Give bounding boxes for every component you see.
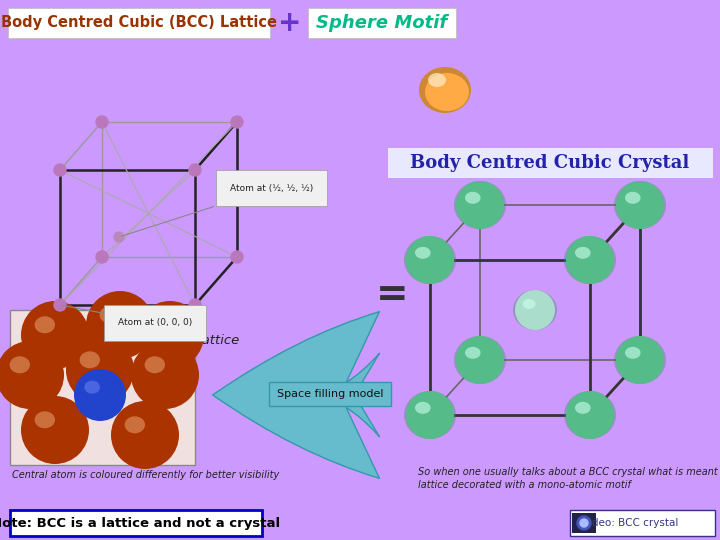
FancyBboxPatch shape [8,8,270,38]
Ellipse shape [625,192,641,204]
Ellipse shape [566,391,614,439]
FancyBboxPatch shape [10,510,262,536]
Text: Video: BCC crystal: Video: BCC crystal [582,518,678,528]
Ellipse shape [614,181,666,229]
Ellipse shape [66,336,134,404]
Ellipse shape [74,369,126,421]
Ellipse shape [616,181,664,229]
Ellipse shape [125,416,145,433]
FancyBboxPatch shape [10,310,195,465]
Ellipse shape [456,336,504,384]
Ellipse shape [415,247,431,259]
Text: lattice decorated with a mono-atomic motif: lattice decorated with a mono-atomic mot… [418,480,631,490]
Ellipse shape [515,290,555,330]
Ellipse shape [454,181,506,229]
Circle shape [577,516,591,530]
Circle shape [114,232,124,242]
Ellipse shape [465,347,481,359]
Ellipse shape [616,336,664,384]
Text: Body Centred Cubic (BCC) Lattice: Body Centred Cubic (BCC) Lattice [1,16,277,30]
Circle shape [231,251,243,263]
Text: So when one usually talks about a BCC crystal what is meant is a BCC: So when one usually talks about a BCC cr… [418,467,720,477]
Ellipse shape [0,341,64,409]
Text: Note: BCC is a lattice and not a crystal: Note: BCC is a lattice and not a crystal [0,516,281,530]
Text: Central atom is coloured differently for better visibility: Central atom is coloured differently for… [12,470,279,480]
Ellipse shape [406,236,454,284]
Ellipse shape [614,336,666,384]
Text: +: + [279,9,302,37]
Text: =: = [376,276,408,314]
Circle shape [189,299,201,311]
Ellipse shape [575,402,590,414]
Circle shape [231,116,243,128]
Circle shape [580,519,588,527]
FancyBboxPatch shape [570,510,715,536]
Ellipse shape [84,381,100,394]
FancyBboxPatch shape [388,148,713,178]
Ellipse shape [415,402,431,414]
Ellipse shape [566,236,614,284]
Ellipse shape [575,247,590,259]
Text: Atom at (½, ½, ½): Atom at (½, ½, ½) [122,184,313,236]
FancyBboxPatch shape [572,513,596,533]
Ellipse shape [131,341,199,409]
Text: Unit cell of the BCC lattice: Unit cell of the BCC lattice [65,334,239,347]
FancyBboxPatch shape [308,8,456,38]
Ellipse shape [564,391,616,439]
Circle shape [96,116,108,128]
Ellipse shape [523,299,536,309]
Ellipse shape [465,192,481,204]
Ellipse shape [404,391,456,439]
Text: Atom at (0, 0, 0): Atom at (0, 0, 0) [63,306,192,327]
Ellipse shape [111,401,179,469]
Text: Sphere Motif: Sphere Motif [316,14,448,32]
Text: Body Centred Cubic Crystal: Body Centred Cubic Crystal [410,154,690,172]
Circle shape [54,164,66,176]
Circle shape [189,164,201,176]
Ellipse shape [454,336,506,384]
Ellipse shape [513,290,557,330]
Ellipse shape [35,316,55,333]
Ellipse shape [86,291,154,359]
Ellipse shape [80,352,100,368]
Ellipse shape [21,301,89,369]
Ellipse shape [150,316,170,333]
Ellipse shape [136,301,204,369]
Ellipse shape [419,67,471,113]
Ellipse shape [564,236,616,284]
FancyArrowPatch shape [213,387,327,403]
Text: Space filling model: Space filling model [276,389,383,399]
Ellipse shape [406,391,454,439]
Ellipse shape [625,347,641,359]
Ellipse shape [21,396,89,464]
Ellipse shape [456,181,504,229]
Circle shape [96,251,108,263]
Ellipse shape [404,236,456,284]
Ellipse shape [99,306,120,323]
Ellipse shape [35,411,55,428]
Ellipse shape [425,73,469,111]
Circle shape [54,299,66,311]
Ellipse shape [145,356,165,373]
Ellipse shape [428,73,446,87]
Ellipse shape [9,356,30,373]
FancyBboxPatch shape [269,382,391,406]
